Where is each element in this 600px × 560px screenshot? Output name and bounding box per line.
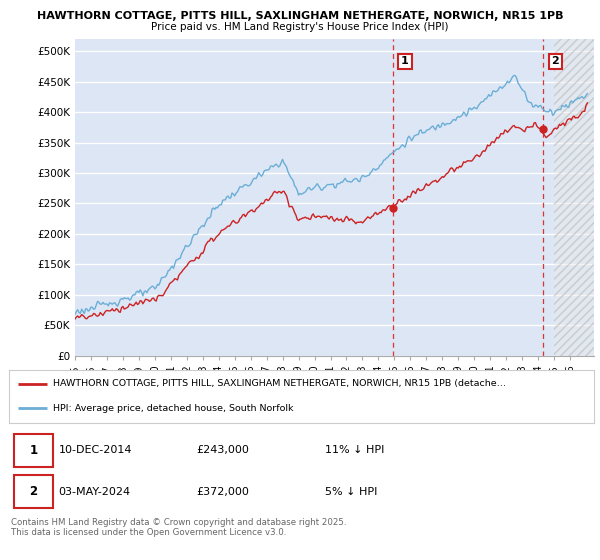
Text: HPI: Average price, detached house, South Norfolk: HPI: Average price, detached house, Sout… — [53, 404, 293, 413]
Bar — [554, 39, 594, 356]
Text: 10-DEC-2014: 10-DEC-2014 — [59, 445, 132, 455]
Text: Price paid vs. HM Land Registry's House Price Index (HPI): Price paid vs. HM Land Registry's House … — [151, 22, 449, 32]
FancyBboxPatch shape — [14, 475, 53, 508]
FancyBboxPatch shape — [14, 434, 53, 466]
Text: £372,000: £372,000 — [196, 487, 249, 497]
Text: 5% ↓ HPI: 5% ↓ HPI — [325, 487, 377, 497]
Bar — [554, 39, 594, 356]
Text: 11% ↓ HPI: 11% ↓ HPI — [325, 445, 384, 455]
Text: 2: 2 — [551, 57, 559, 66]
Text: HAWTHORN COTTAGE, PITTS HILL, SAXLINGHAM NETHERGATE, NORWICH, NR15 1PB: HAWTHORN COTTAGE, PITTS HILL, SAXLINGHAM… — [37, 11, 563, 21]
Text: 1: 1 — [401, 57, 409, 66]
Text: 2: 2 — [29, 485, 38, 498]
Text: £243,000: £243,000 — [196, 445, 249, 455]
Text: HAWTHORN COTTAGE, PITTS HILL, SAXLINGHAM NETHERGATE, NORWICH, NR15 1PB (detache…: HAWTHORN COTTAGE, PITTS HILL, SAXLINGHAM… — [53, 380, 506, 389]
Text: 03-MAY-2024: 03-MAY-2024 — [59, 487, 131, 497]
Text: Contains HM Land Registry data © Crown copyright and database right 2025.
This d: Contains HM Land Registry data © Crown c… — [11, 518, 346, 538]
Text: 1: 1 — [29, 444, 38, 457]
